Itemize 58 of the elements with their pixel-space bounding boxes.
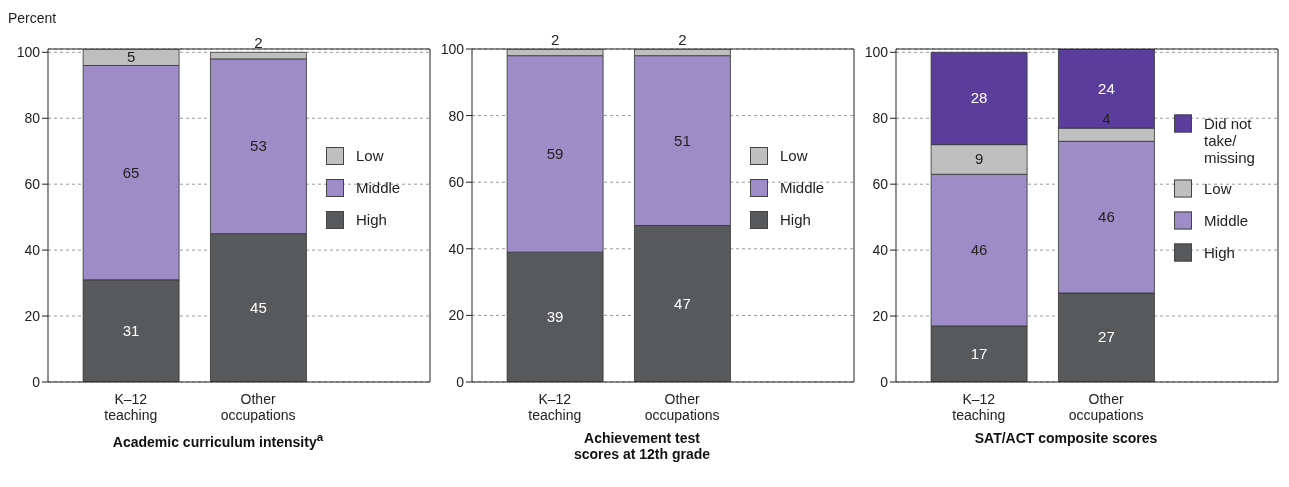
- legend-label: Low: [780, 147, 809, 164]
- data-label: 47: [674, 294, 691, 312]
- data-label: 53: [250, 137, 267, 155]
- y-tick-label: 60: [872, 176, 889, 193]
- data-label: 17: [970, 344, 988, 362]
- x-tick-label: Other occupations: [644, 391, 720, 423]
- y-axis-title: Percent: [8, 10, 57, 26]
- legend-label: High: [780, 211, 812, 228]
- data-label: 46: [1098, 208, 1115, 226]
- x-tick-label: K–12 teaching: [104, 391, 158, 423]
- data-label: 28: [970, 89, 988, 107]
- y-tick-label: 40: [448, 240, 465, 257]
- y-tick-label: 20: [24, 308, 41, 325]
- data-label: 39: [546, 308, 564, 326]
- y-tick-label: 0: [32, 373, 41, 390]
- y-tick-label: 80: [24, 110, 41, 127]
- legend-label: High: [356, 211, 388, 228]
- data-label: 51: [674, 131, 691, 149]
- data-label: 2: [550, 31, 560, 48]
- data-label: 45: [250, 298, 267, 316]
- data-label: 4: [1102, 110, 1111, 128]
- y-tick-label: 60: [24, 176, 41, 193]
- data-label: 46: [970, 241, 988, 259]
- text: SAT/ACT composite scores: [973, 430, 1159, 446]
- y-tick-label: 100: [440, 40, 465, 57]
- x-tick-label: K–12 teaching: [528, 391, 582, 423]
- y-tick-label: 60: [448, 174, 465, 191]
- data-label: 2: [254, 34, 263, 52]
- legend-label: Middle: [1204, 211, 1250, 229]
- x-tick-label: K–12 teaching: [952, 391, 1006, 423]
- y-tick-label: 80: [872, 110, 889, 127]
- data-label: 27: [1098, 328, 1115, 346]
- y-tick-label: 80: [448, 107, 465, 124]
- x-tick-label: Other occupations: [1068, 391, 1144, 423]
- y-tick-label: 100: [16, 44, 41, 61]
- y-tick-label: 0: [880, 373, 889, 390]
- data-label: 31: [122, 321, 140, 339]
- data-label: 24: [1098, 79, 1115, 97]
- y-tick-label: 40: [24, 242, 41, 259]
- y-tick-label: 0: [456, 373, 465, 390]
- legend-label: Did not take/ missing: [1204, 114, 1256, 166]
- text: Academic curriculum intensity$^{a}$: [111, 430, 325, 450]
- y-tick-label: 40: [872, 242, 889, 259]
- legend-label: Low: [1204, 179, 1233, 197]
- data-label: 9: [974, 150, 984, 168]
- data-label: 59: [546, 144, 564, 162]
- y-tick-label: 100: [864, 44, 889, 61]
- data-label: 5: [126, 48, 136, 66]
- data-label: 65: [122, 163, 140, 181]
- legend-label: Low: [356, 147, 385, 164]
- legend-label: High: [1204, 243, 1236, 261]
- y-tick-label: 20: [872, 308, 889, 325]
- legend-label: Middle: [780, 179, 826, 196]
- legend-label: Middle: [356, 179, 402, 196]
- data-label: 2: [678, 31, 687, 48]
- text: Achievement test scores at 12th grade: [572, 430, 712, 462]
- y-tick-label: 20: [448, 307, 465, 324]
- x-tick-label: Other occupations: [220, 391, 296, 423]
